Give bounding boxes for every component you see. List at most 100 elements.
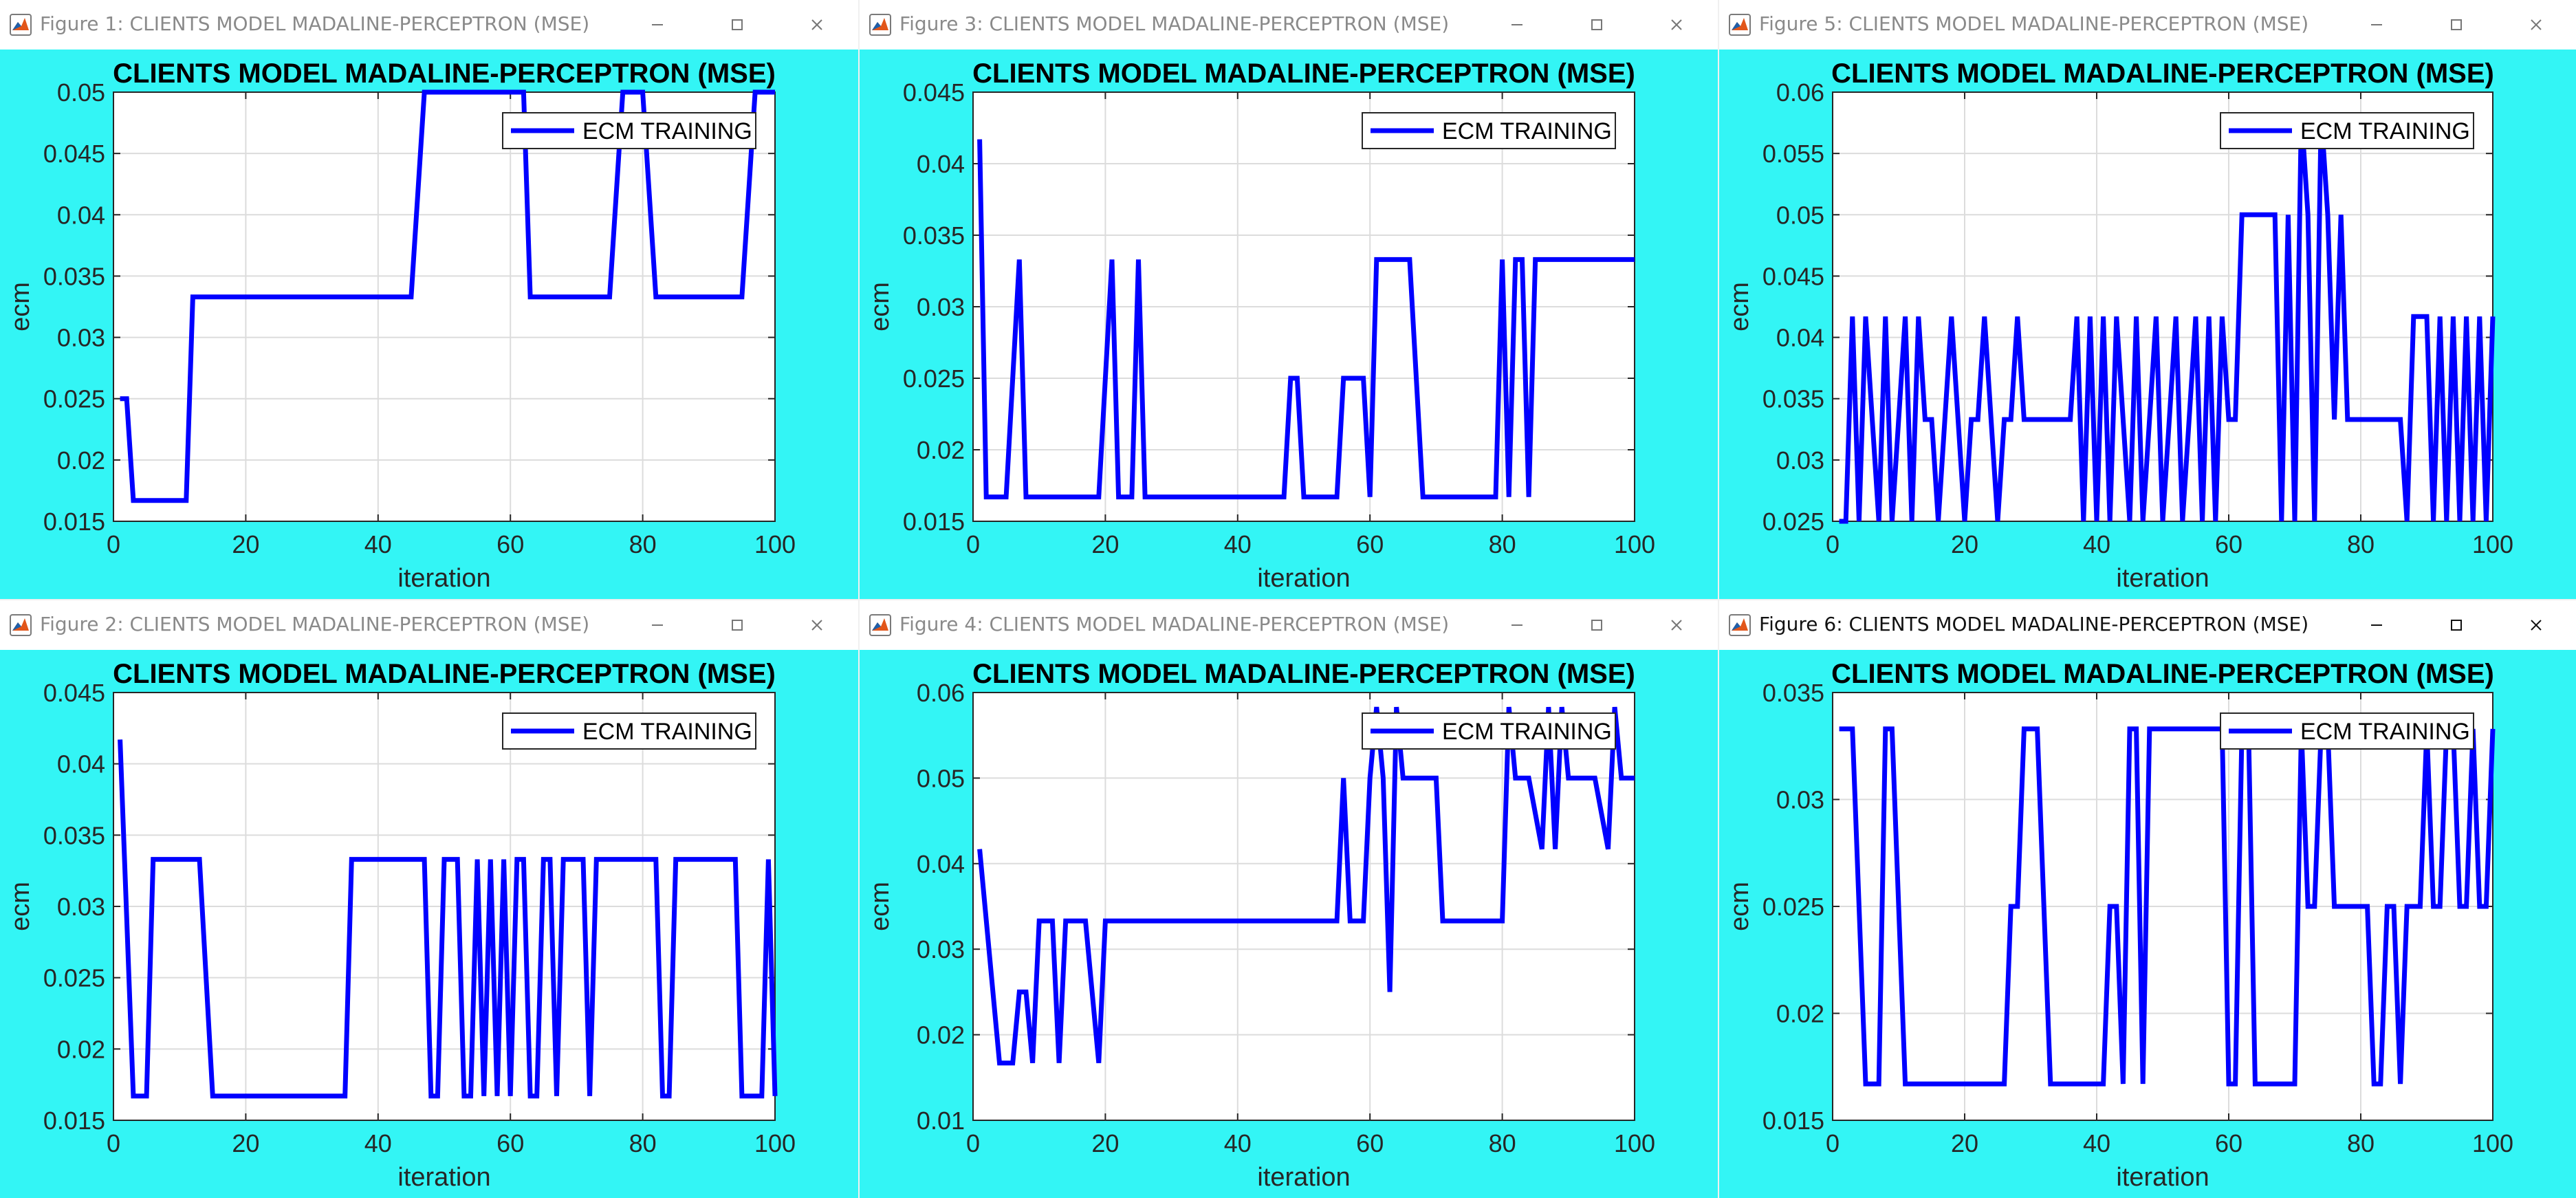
title-bar[interactable]: Figure 3: CLIENTS MODEL MADALINE-PERCEPT… [860, 0, 1718, 50]
figure-window-4: Figure 4: CLIENTS MODEL MADALINE-PERCEPT… [860, 600, 1718, 1198]
matlab-logo-icon [869, 614, 891, 636]
series-line [1839, 726, 2496, 1087]
series-line [1839, 113, 2496, 524]
title-bar[interactable]: Figure 5: CLIENTS MODEL MADALINE-PERCEPT… [1719, 0, 2576, 50]
x-axis-label: iteration [2116, 1163, 2209, 1192]
close-icon [811, 19, 822, 30]
chart-title: CLIENTS MODEL MADALINE-PERCEPTRON (MSE) [1831, 58, 2494, 89]
window-title: Figure 2: CLIENTS MODEL MADALINE-PERCEPT… [40, 613, 590, 635]
y-tick-label: 0.045 [43, 679, 105, 707]
chart-title: CLIENTS MODEL MADALINE-PERCEPTRON (MSE) [972, 659, 1635, 689]
axes-box [972, 692, 1635, 1121]
y-tick-label: 0.05 [917, 764, 965, 792]
x-tick-label: 60 [496, 1129, 524, 1157]
y-tick-label: 0.02 [917, 1021, 965, 1049]
y-tick-label: 0.04 [917, 850, 965, 878]
figure-window-5: Figure 5: CLIENTS MODEL MADALINE-PERCEPT… [1719, 0, 2576, 599]
maximize-button[interactable] [719, 607, 755, 643]
y-tick-label: 0.045 [903, 78, 965, 107]
x-tick-label: 40 [1224, 1129, 1252, 1157]
line-chart: 0 20 40 60 80 100 0.015 0.02 0.025 0.03 0.035 0.04 0… [866, 58, 1655, 593]
x-tick-label: 80 [1489, 530, 1516, 558]
y-tick-label: 0.035 [43, 821, 105, 849]
maximize-icon [2451, 620, 2462, 631]
minimize-button[interactable] [1499, 607, 1535, 643]
series-line [118, 739, 778, 1099]
figure-window-3: Figure 3: CLIENTS MODEL MADALINE-PERCEPT… [860, 0, 1718, 599]
y-tick-label: 0.03 [57, 893, 105, 921]
maximize-icon [2451, 19, 2462, 30]
maximize-button[interactable] [2438, 7, 2474, 43]
x-tick-label: 0 [107, 1129, 120, 1157]
y-tick-label: 0.03 [57, 324, 105, 352]
close-icon [1671, 19, 1682, 30]
close-button[interactable] [1659, 607, 1694, 643]
title-bar[interactable]: Figure 1: CLIENTS MODEL MADALINE-PERCEPT… [0, 0, 858, 50]
x-tick-label: 100 [1614, 530, 1655, 558]
series-line [977, 706, 1635, 1066]
minimize-button[interactable] [1499, 7, 1535, 43]
y-tick-label: 0.025 [903, 364, 965, 393]
close-button[interactable] [1659, 7, 1694, 43]
legend: ECM TRAINING [1362, 112, 1616, 149]
minimize-icon [652, 624, 663, 626]
minimize-icon [1511, 24, 1522, 25]
x-tick-label: 100 [754, 530, 796, 558]
x-tick-label: 20 [1951, 1129, 1978, 1157]
y-tick-label: 0.045 [43, 140, 105, 168]
minimize-button[interactable] [640, 607, 675, 643]
y-tick-label: 0.015 [43, 1107, 105, 1135]
figure-canvas: 0 20 40 60 80 100 0.015 0.02 0.025 0.03 0.035 CLIEN… [1719, 650, 2576, 1198]
close-button[interactable] [2518, 607, 2554, 643]
y-tick-label: 0.04 [1776, 324, 1824, 352]
chart-title: CLIENTS MODEL MADALINE-PERCEPTRON (MSE) [113, 659, 776, 689]
maximize-button[interactable] [1579, 7, 1615, 43]
x-axis-label: iteration [397, 1163, 490, 1192]
y-tick-label: 0.05 [57, 78, 105, 107]
y-tick-label: 0.03 [917, 293, 965, 321]
minimize-button[interactable] [640, 7, 675, 43]
close-button[interactable] [799, 7, 835, 43]
x-tick-label: 100 [2472, 1129, 2513, 1157]
y-tick-label: 0.03 [1776, 786, 1824, 814]
axes-box [113, 692, 776, 1121]
x-tick-label: 100 [754, 1129, 796, 1157]
maximize-icon [1591, 620, 1602, 631]
legend: ECM TRAINING [1362, 712, 1616, 750]
minimize-button[interactable] [2359, 7, 2394, 43]
x-axis-label: iteration [1257, 564, 1350, 593]
x-tick-label: 20 [1951, 530, 1978, 558]
plot-area [113, 92, 775, 521]
series-line [977, 139, 1635, 500]
x-tick-label: 60 [2215, 1129, 2242, 1157]
x-tick-label: 20 [1091, 1129, 1119, 1157]
y-tick-label: 0.035 [903, 221, 965, 250]
maximize-button[interactable] [1579, 607, 1615, 643]
x-tick-label: 80 [2347, 530, 2375, 558]
close-button[interactable] [2518, 7, 2554, 43]
y-tick-label: 0.015 [43, 508, 105, 536]
y-tick-label: 0.03 [1776, 446, 1824, 475]
y-axis-label: ecm [1725, 882, 1754, 931]
x-tick-label: 40 [1224, 530, 1252, 558]
close-icon [1671, 620, 1682, 631]
title-bar[interactable]: Figure 2: CLIENTS MODEL MADALINE-PERCEPT… [0, 600, 858, 650]
close-icon [2531, 620, 2542, 631]
title-bar[interactable]: Figure 6: CLIENTS MODEL MADALINE-PERCEPT… [1719, 600, 2576, 650]
minimize-icon [1511, 624, 1522, 626]
x-tick-label: 40 [2083, 530, 2110, 558]
y-tick-label: 0.06 [1776, 78, 1824, 107]
minimize-button[interactable] [2359, 607, 2394, 643]
y-tick-label: 0.06 [917, 679, 965, 707]
maximize-icon [1591, 19, 1602, 30]
figure-canvas: 0 20 40 60 80 100 0.015 0.02 0.025 0.03 0.035 0.04 0… [0, 650, 858, 1198]
title-bar[interactable]: Figure 4: CLIENTS MODEL MADALINE-PERCEPT… [860, 600, 1718, 650]
y-tick-label: 0.045 [1762, 262, 1824, 290]
matlab-logo-icon [10, 14, 32, 36]
maximize-button[interactable] [2438, 607, 2474, 643]
y-axis-label: ecm [866, 282, 895, 331]
maximize-button[interactable] [719, 7, 755, 43]
close-button[interactable] [799, 607, 835, 643]
x-tick-label: 60 [1356, 530, 1384, 558]
x-tick-label: 80 [629, 530, 657, 558]
